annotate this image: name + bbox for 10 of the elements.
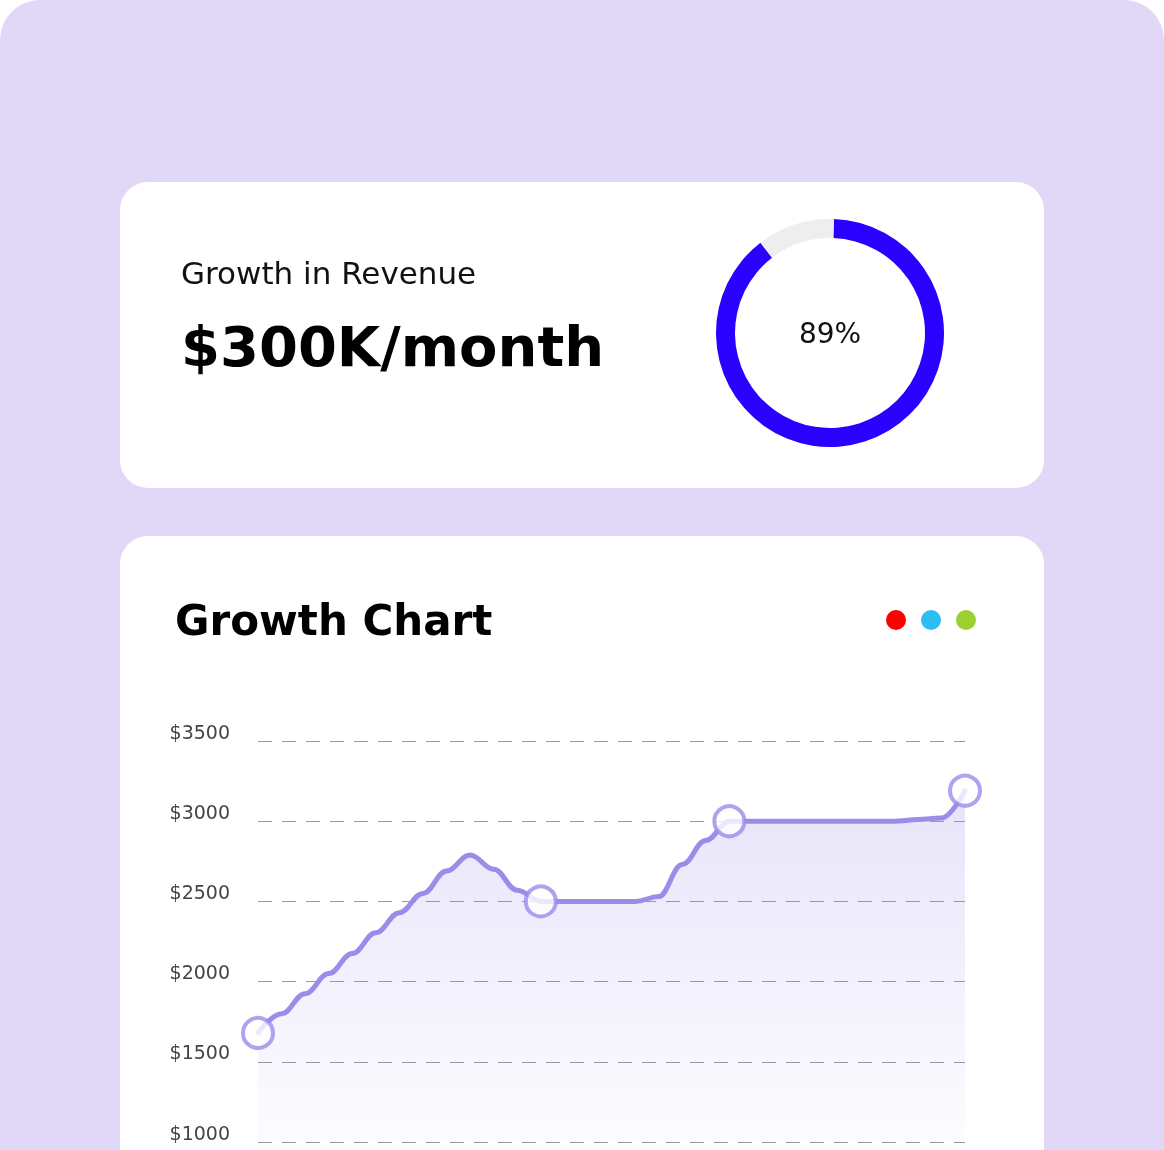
- text: $300K/month: [181, 313, 605, 379]
- chart-title: Growth Chart: [175, 595, 493, 645]
- y-tick-label: $2000: [169, 961, 230, 984]
- y-tick-label: $1000: [169, 1121, 230, 1144]
- data-label: 89%: [798, 316, 862, 350]
- y-tick-label: $3500: [169, 720, 230, 743]
- text: Growth in Revenue: [181, 254, 477, 291]
- y-tick-label: $1500: [169, 1041, 230, 1064]
- y-tick-label: $2500: [169, 880, 230, 903]
- y-tick-label: $3000: [169, 800, 230, 823]
